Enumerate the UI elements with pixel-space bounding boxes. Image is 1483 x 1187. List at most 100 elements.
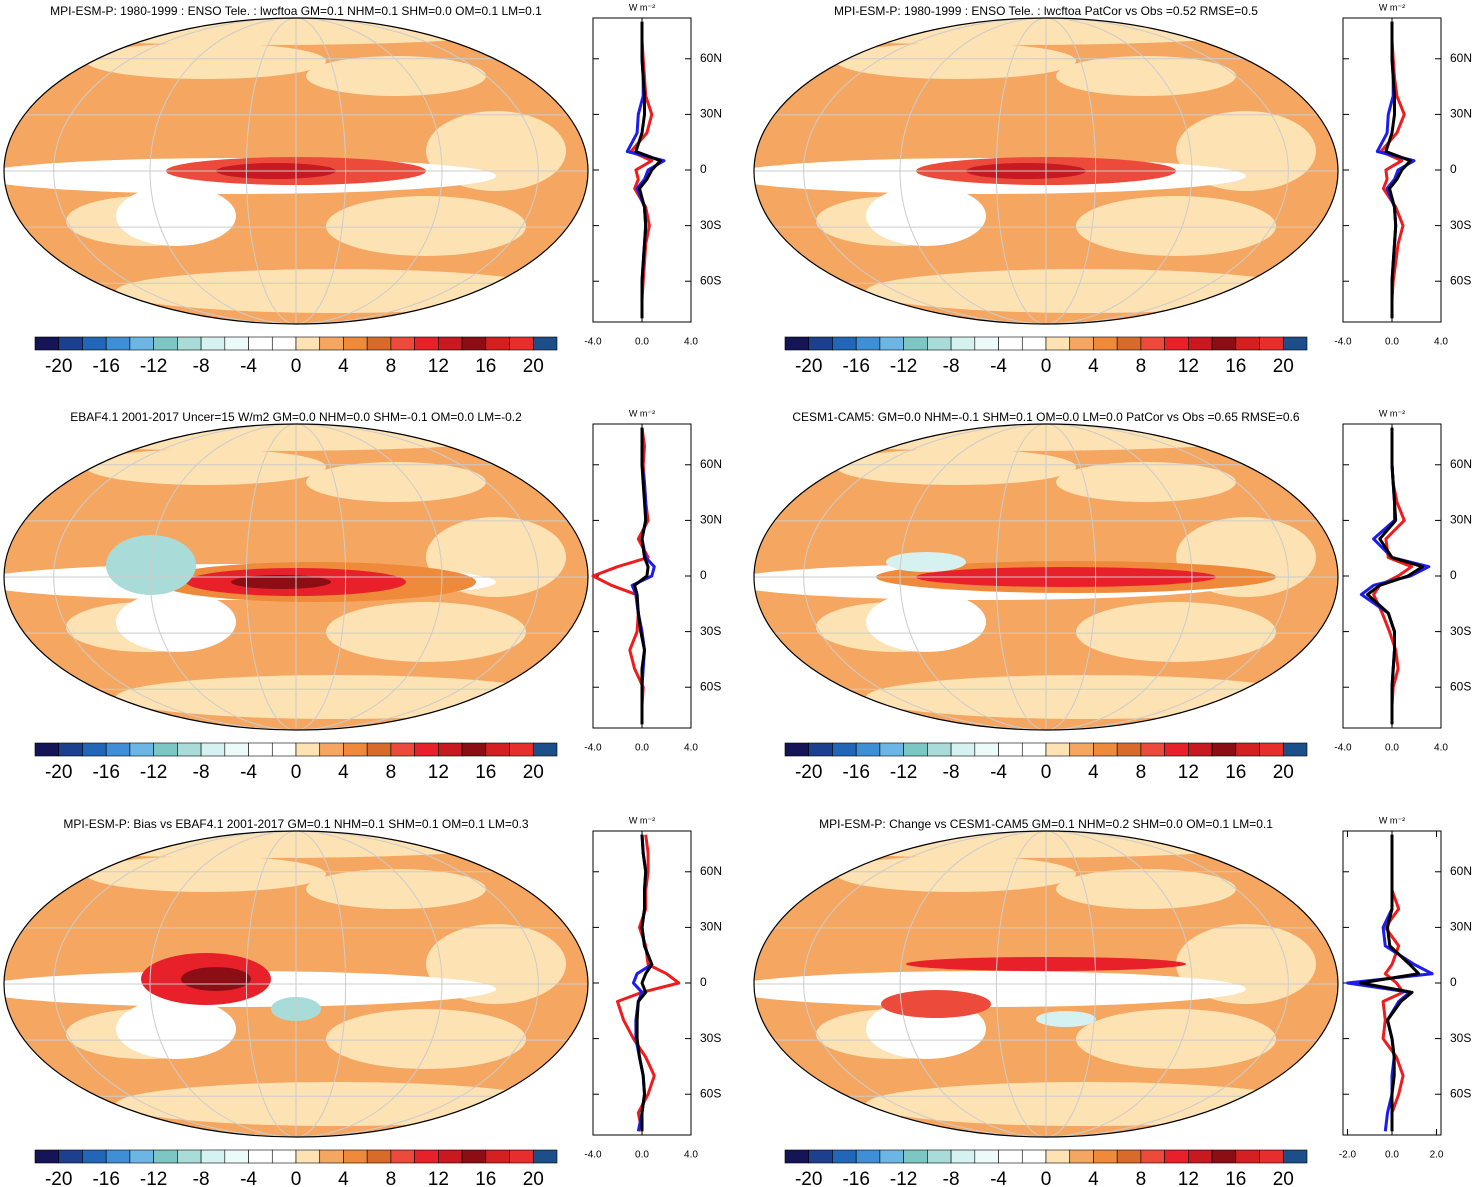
colorbar-box: [485, 742, 510, 757]
colorbar-box: [927, 336, 952, 351]
colorbar-label: -4: [240, 762, 257, 783]
colorbar-box: [998, 1149, 1023, 1164]
panel: MPI-ESM-P: 1980-1999 : ENSO Tele. : lwcf…: [3, 2, 722, 377]
panel: MPI-ESM-P: Change vs CESM1-CAM5 GM=0.1 N…: [753, 815, 1472, 1187]
y-tick-label: 60S: [700, 679, 721, 693]
colorbar-box: [1188, 336, 1213, 351]
y-tick-label: 60N: [700, 51, 722, 65]
colorbar-box: [832, 336, 857, 351]
colorbar-box: [832, 1149, 857, 1164]
colorbar-label: 8: [386, 356, 397, 377]
colorbar-box: [224, 742, 249, 757]
map-meridian: [899, 424, 1193, 730]
colorbar-label: 8: [1136, 762, 1147, 783]
colorbar-box: [248, 336, 273, 351]
colorbar-box: [784, 1149, 810, 1164]
colorbar-box: [1188, 742, 1213, 757]
map-title: EBAF4.1 2001-2017 Uncer=15 W/m2 GM=0.0 N…: [70, 410, 522, 424]
colorbar-box: [1211, 336, 1237, 351]
colorbar-label: -20: [795, 762, 822, 783]
colorbar-box: [808, 1149, 833, 1164]
map-shade: [116, 999, 236, 1059]
y-tick-label: 30S: [1450, 624, 1471, 638]
panel: MPI-ESM-P: 1980-1999 : ENSO Tele. : lwcf…: [753, 2, 1472, 377]
colorbar-box: [224, 1149, 249, 1164]
map-shade: [326, 196, 526, 256]
colorbar-label: -20: [45, 762, 72, 783]
map-shade: [836, 449, 1076, 485]
map-border: [753, 17, 1339, 325]
colorbar-box: [343, 1149, 368, 1164]
colorbar-box: [414, 1149, 439, 1164]
x-tick-label: 0.0: [635, 743, 649, 754]
colorbar-label: 16: [1225, 356, 1246, 377]
colorbar-box: [295, 336, 321, 351]
colorbar-box: [532, 742, 558, 757]
colorbar-box: [390, 336, 415, 351]
map-shade: [1056, 462, 1236, 502]
colorbar-label: -8: [193, 762, 210, 783]
map-meridian: [149, 18, 443, 324]
colorbar-box: [532, 1149, 558, 1164]
colorbar-box: [1211, 1149, 1237, 1164]
colorbar-box: [485, 1149, 510, 1164]
colorbar-box: [509, 336, 534, 351]
colorbar-label: -16: [842, 1169, 869, 1187]
map: [754, 18, 1338, 324]
colorbar-label: -8: [943, 356, 960, 377]
map-border: [3, 423, 589, 731]
x-tick-label: 0.0: [1385, 337, 1399, 348]
colorbar-box: [414, 742, 439, 757]
colorbar-box: [1259, 742, 1284, 757]
y-tick-label: 60N: [700, 864, 722, 878]
colorbar-label: -4: [990, 356, 1007, 377]
map-title: MPI-ESM-P: Change vs CESM1-CAM5 GM=0.1 N…: [819, 817, 1273, 831]
colorbar-box: [153, 1149, 178, 1164]
colorbar-box: [461, 1149, 487, 1164]
panel: CESM1-CAM5: GM=0.0 NHM=-0.1 SHM=0.1 OM=0…: [753, 408, 1472, 783]
colorbar-box: [1235, 336, 1260, 351]
colorbar-box: [1069, 742, 1094, 757]
colorbar-box: [1164, 742, 1189, 757]
colorbar-box: [509, 1149, 534, 1164]
colorbar-box: [177, 742, 202, 757]
map-shade: [1076, 1009, 1276, 1069]
colorbar-label: -16: [92, 356, 119, 377]
y-tick-label: 0: [700, 162, 707, 176]
y-tick-label: 0: [1450, 568, 1457, 582]
colorbar-box: [319, 1149, 344, 1164]
colorbar-box: [532, 336, 558, 351]
x-tick-label: 0.0: [1385, 1150, 1399, 1161]
colorbar-box: [224, 336, 249, 351]
colorbar-label: -8: [943, 1169, 960, 1187]
colorbar-box: [82, 336, 107, 351]
colorbar-box: [177, 336, 202, 351]
colorbar-box: [1164, 1149, 1189, 1164]
colorbar-box: [105, 742, 131, 757]
colorbar-box: [1235, 742, 1260, 757]
colorbar-label: -12: [140, 1169, 167, 1187]
map-meridian: [803, 424, 1289, 730]
colorbar-box: [1140, 1149, 1165, 1164]
colorbar-box: [1235, 1149, 1260, 1164]
colorbar-label: -12: [890, 1169, 917, 1187]
colorbar-box: [200, 742, 226, 757]
colorbar-box: [1282, 742, 1308, 757]
colorbar-box: [1164, 336, 1189, 351]
colorbar-label: 12: [1178, 1169, 1199, 1187]
colorbar-box: [82, 1149, 107, 1164]
colorbar-box: [1045, 336, 1071, 351]
map-meridian: [899, 18, 1193, 324]
colorbar-label: -8: [193, 356, 210, 377]
colorbar-box: [855, 742, 881, 757]
colorbar-label: 0: [1041, 762, 1052, 783]
colorbar-label: 20: [1273, 356, 1294, 377]
colorbar-label: 12: [428, 762, 449, 783]
colorbar-box: [34, 1149, 60, 1164]
colorbar-box: [1259, 1149, 1284, 1164]
colorbar-label: 8: [1136, 1169, 1147, 1187]
colorbar-label: -16: [842, 762, 869, 783]
map-shade: [306, 462, 486, 502]
map-shade: [886, 552, 966, 572]
y-tick-label: 30N: [700, 920, 722, 934]
